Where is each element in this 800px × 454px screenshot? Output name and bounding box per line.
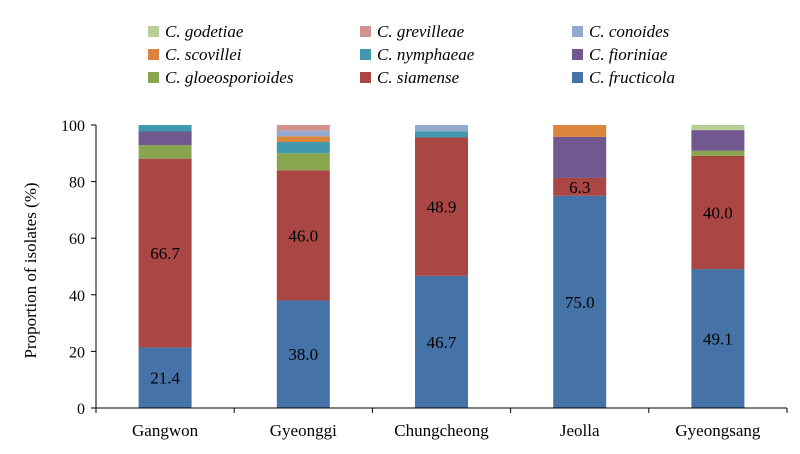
bar-gangwon-c-siamense [138,158,192,348]
data-label-gangwon-c-siamense: 66.7 [150,244,180,263]
legend-label-c-godetiae: C. godetiae [165,22,244,41]
legend-label-c-grevilleae: C. grevilleae [377,22,465,41]
legend-swatch-c-grevilleae [360,26,371,37]
x-tick-label-gyeonggi: Gyeonggi [270,421,337,440]
bar-gyeonggi-c-scovillei [276,136,330,142]
bar-gyeongsang-c-fioriniae [691,130,745,151]
legend: C. godetiae C. grevilleae C. conoides C. sc… [148,22,675,87]
data-label-gyeonggi-c-fructicola: 38.0 [288,345,318,364]
x-tick-label-gangwon: Gangwon [132,421,199,440]
bar-gyeongsang-c-fructicola [691,269,745,408]
legend-label-c-fructicola: C. fructicola [589,68,675,87]
data-label-gyeongsang-c-siamense: 40.0 [703,203,733,222]
bar-chungcheong-c-fructicola [415,275,468,408]
bar-gyeonggi-c-fructicola [276,300,330,408]
y-tick-label-40: 40 [69,288,85,305]
legend-swatch-c-gloeosporioides [148,72,159,83]
legend-swatch-c-nymphaeae [360,49,371,60]
y-tick-label-60: 60 [69,231,85,248]
data-label-gyeongsang-c-fructicola: 49.1 [703,330,733,349]
y-tick-label-20: 20 [69,344,85,361]
bar-jeolla-c-siamense [553,177,607,196]
bar-gyeonggi-c-siamense [276,170,330,301]
bar-chungcheong-c-nymphaeae [415,131,468,138]
bar-gangwon-c-gloeosporioides [138,145,192,159]
data-label-gangwon-c-fructicola: 21.4 [150,369,180,388]
data-label-jeolla-c-fructicola: 75.0 [565,293,595,312]
legend-label-c-siamense: C. siamense [377,68,460,87]
legend-swatch-c-siamense [360,72,371,83]
bars-group: 21.4 66.7 38.0 46.0 46.7 48.9 75.0 6.3 49.1 40.0 [138,125,745,408]
bar-gangwon-c-nymphaeae [138,125,192,132]
legend-label-c-scovillei: C. scovillei [165,45,242,64]
bar-jeolla-c-scovillei [553,125,607,137]
bar-jeolla-c-fioriniae [553,136,607,178]
bar-chungcheong-c-siamense [415,137,468,276]
legend-label-c-fioriniae: C. fioriniae [589,45,668,64]
bar-gangwon-c-fructicola [138,347,192,408]
legend-swatch-c-fioriniae [572,49,583,60]
bar-jeolla-c-fructicola [553,195,607,408]
data-label-chungcheong-c-siamense: 48.9 [427,198,457,217]
legend-label-c-gloeosporioides: C. gloeosporioides [165,68,294,87]
legend-swatch-c-fructicola [572,72,583,83]
axes-group: 0 20 40 60 80 100 Gangwon Gyeonggi Chungcheong Je… [21,118,788,440]
y-tick-label-0: 0 [77,401,85,418]
y-axis-title: Proportion of isolates (%) [21,182,40,358]
bar-gyeonggi-c-gloeosporioides [276,153,330,171]
legend-swatch-c-godetiae [148,26,159,37]
x-tick-label-jeolla: Jeolla [560,421,600,440]
legend-label-c-nymphaeae: C. nymphaeae [377,45,475,64]
bar-gyeonggi-c-conoides [276,130,330,137]
data-label-gyeonggi-c-siamense: 46.0 [288,226,318,245]
y-tick-label-80: 80 [69,175,85,192]
data-label-jeolla-c-siamense: 6.3 [569,178,590,197]
bar-gyeonggi-c-grevilleae [276,125,330,131]
bar-gyeongsang-c-gloeosporioides [691,150,745,156]
bar-gyeonggi-c-nymphaeae [276,141,330,154]
bar-gangwon-c-fioriniae [138,131,192,146]
x-tick-label-gyeongsang: Gyeongsang [675,421,760,440]
legend-label-c-conoides: C. conoides [589,22,670,41]
bar-gyeongsang-c-siamense [691,155,745,270]
y-tick-label-100: 100 [61,118,85,135]
bar-chungcheong-c-conoides [415,125,468,132]
legend-swatch-c-conoides [572,26,583,37]
legend-swatch-c-scovillei [148,49,159,60]
bar-gyeongsang-c-godetiae [691,125,745,131]
x-tick-label-chungcheong: Chungcheong [394,421,489,440]
data-label-chungcheong-c-fructicola: 46.7 [427,333,457,352]
